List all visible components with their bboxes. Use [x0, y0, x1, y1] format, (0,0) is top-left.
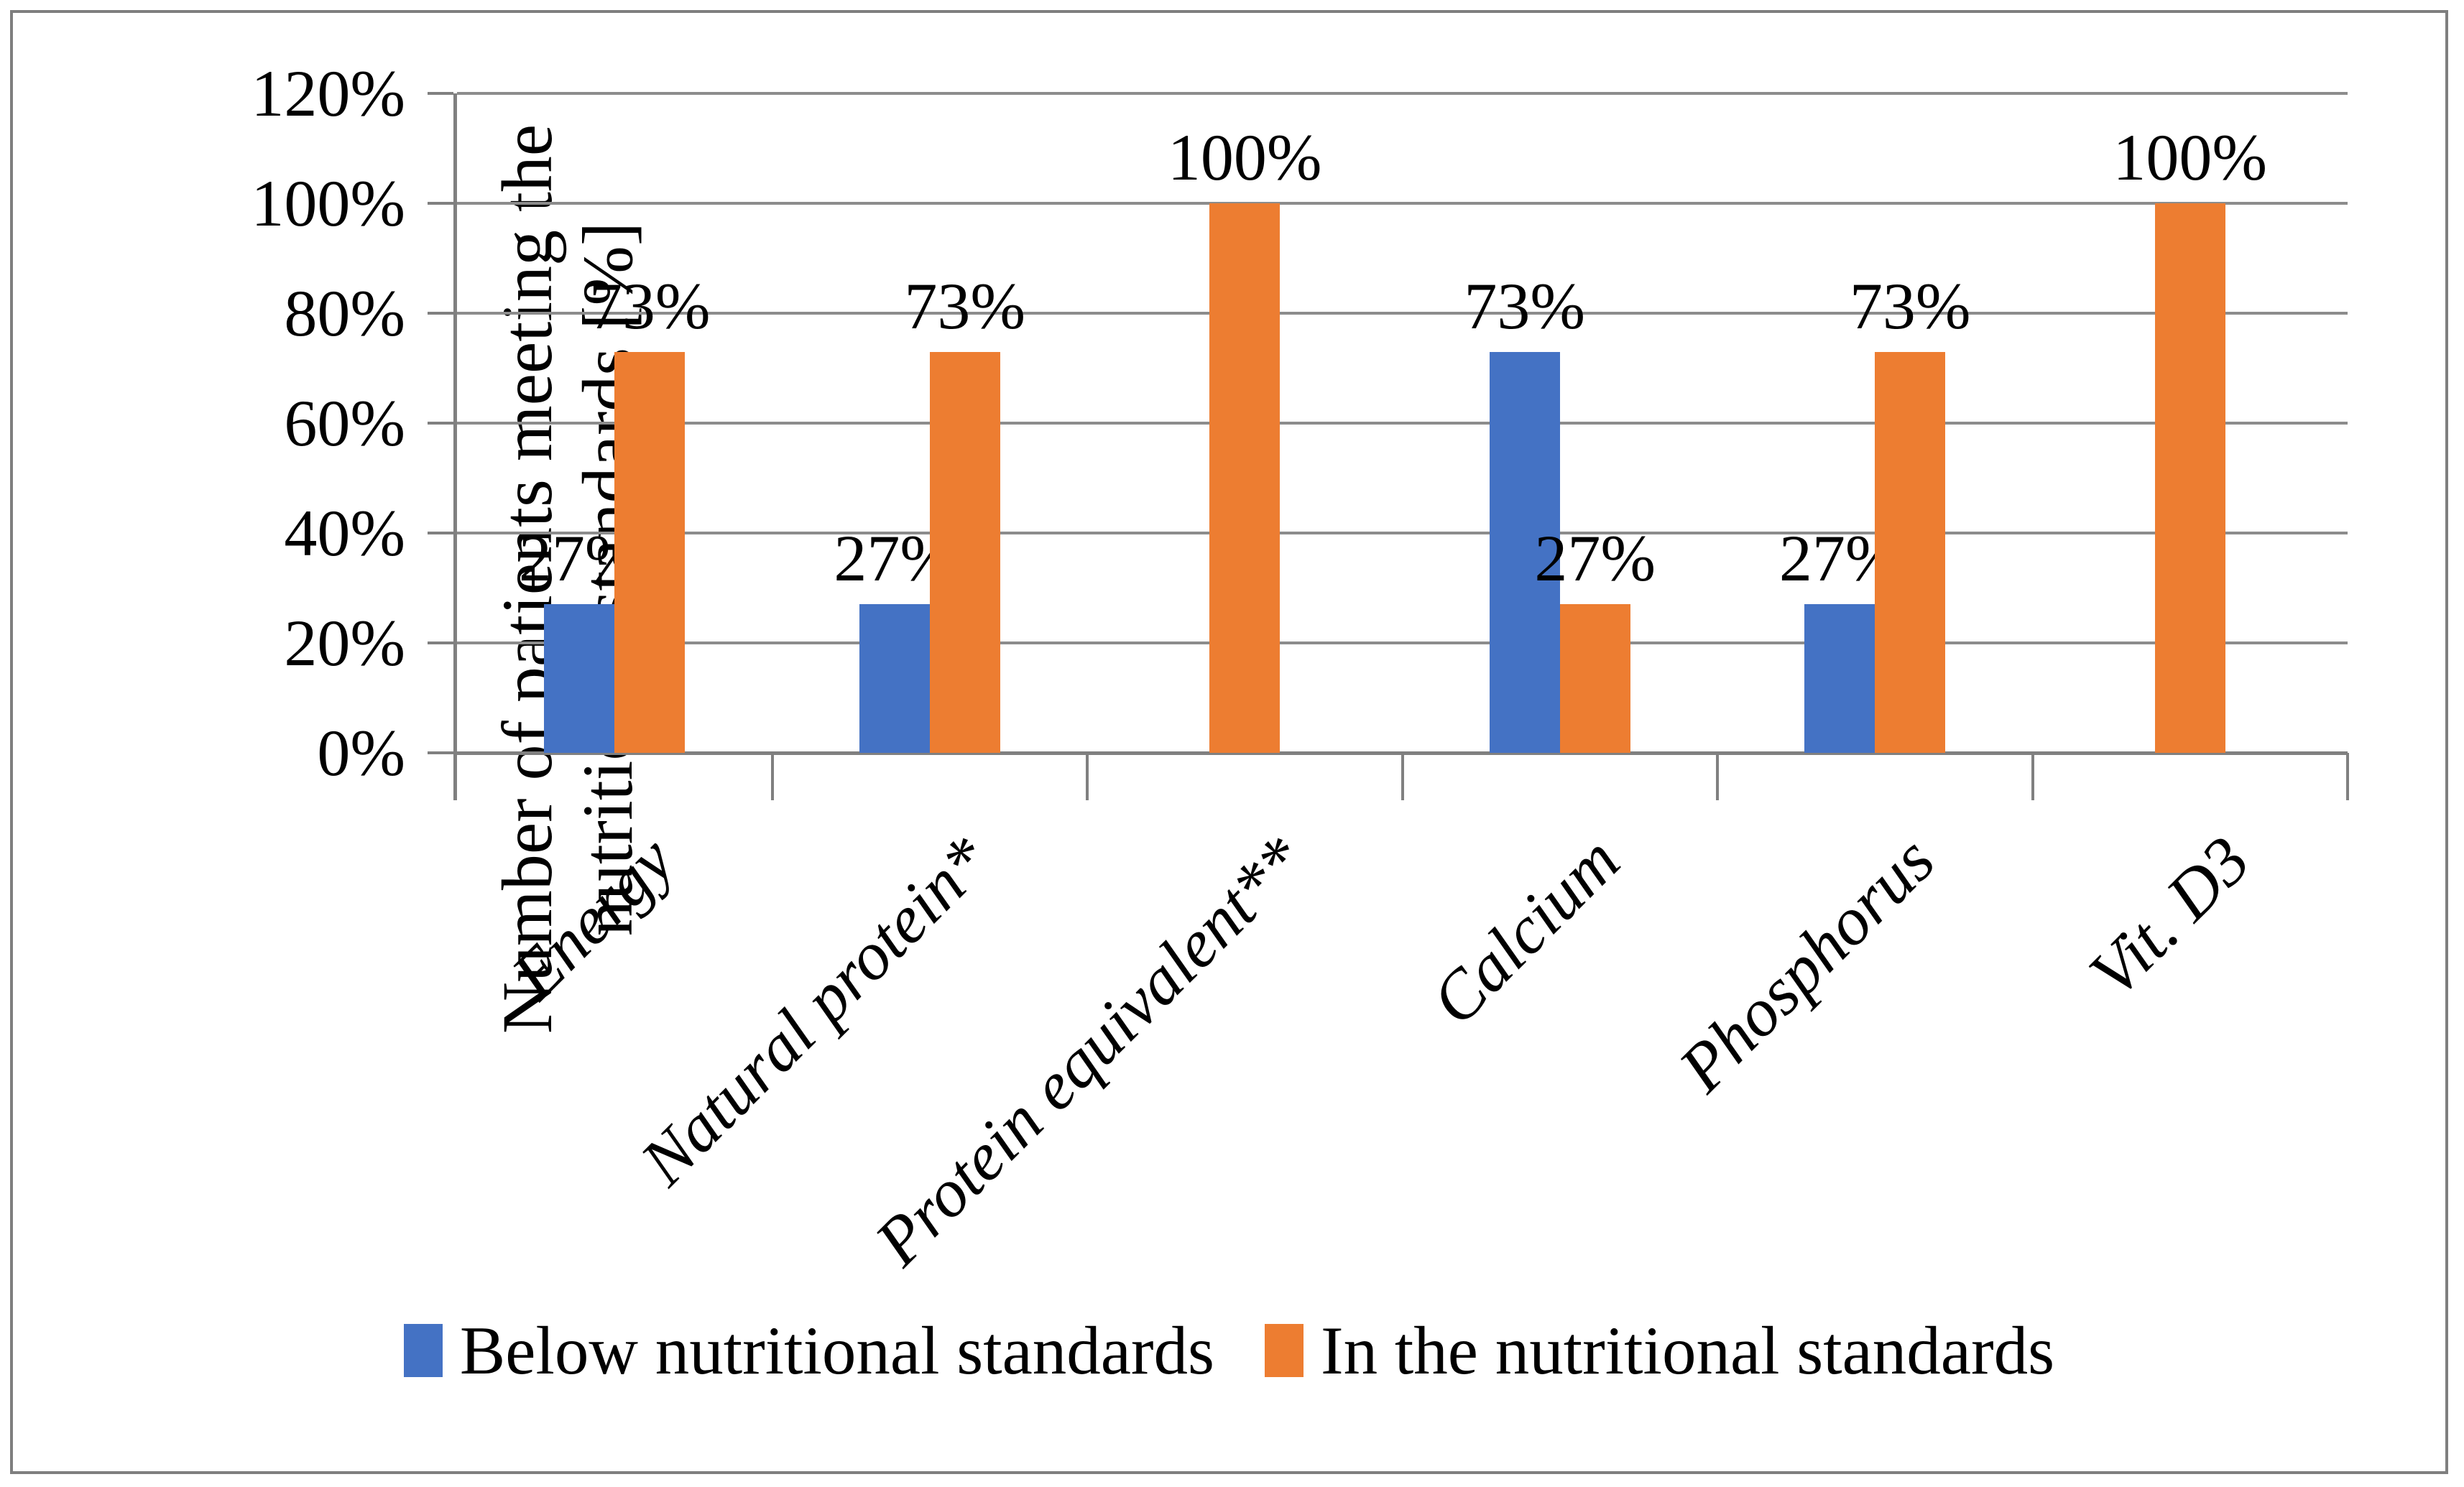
- x-axis-label-energy: Energy: [497, 821, 689, 1014]
- x-axis-tick: [1401, 753, 1404, 800]
- bar-in-the-nutritional-standards-energy: [614, 351, 686, 753]
- y-axis-tick: [428, 312, 453, 315]
- data-label-energy-in-the-nutritional-standards: 73%: [589, 269, 711, 343]
- bar-below-nutritional-standards-calcium: [1489, 351, 1560, 753]
- x-axis-label-protein-equivalent: Protein equivalent**: [860, 821, 1319, 1280]
- y-axis-tick: [428, 641, 453, 644]
- bar-in-the-nutritional-standards-natural-protein: [929, 351, 1000, 753]
- gridline: [457, 92, 2348, 95]
- y-axis-tick: [428, 422, 453, 425]
- y-tick-label: 40%: [284, 496, 405, 570]
- x-axis-label-calcium: Calcium: [1416, 821, 1634, 1039]
- gridline: [457, 202, 2348, 205]
- y-tick-label: 60%: [284, 386, 405, 460]
- y-axis-tick: [428, 532, 453, 534]
- x-axis-tick: [1716, 753, 1719, 800]
- y-axis-line: [453, 93, 457, 800]
- gridline: [457, 641, 2348, 644]
- y-axis-tick: [428, 202, 453, 205]
- bar-in-the-nutritional-standards-protein-equivalent: [1209, 203, 1281, 753]
- y-tick-label: 0%: [317, 716, 405, 789]
- y-axis-tick: [428, 92, 453, 95]
- legend-item-below-nutritional-standards: Below nutritional standards: [403, 1312, 1215, 1389]
- legend: Below nutritional standards In the nutrit…: [13, 1315, 2445, 1386]
- legend-label-below-nutritional-standards: Below nutritional standards: [459, 1312, 1215, 1389]
- data-label-natural-protein-in-the-nutritional-standards: 73%: [904, 269, 1026, 343]
- y-tick-label: 20%: [284, 606, 405, 680]
- legend-item-in-the-nutritional-standards: In the nutritional standards: [1265, 1315, 2054, 1386]
- legend-swatch-below-nutritional-standards: [403, 1324, 443, 1377]
- legend-swatch-in-the-nutritional-standards: [1265, 1324, 1304, 1377]
- data-label-phosphorus-below-nutritional-standards: 27%: [1778, 522, 1901, 596]
- data-label-calcium-below-nutritional-standards: 73%: [1464, 269, 1586, 343]
- gridline: [457, 312, 2348, 315]
- bar-below-nutritional-standards-energy: [544, 604, 615, 753]
- legend-label-in-the-nutritional-standards: In the nutritional standards: [1321, 1312, 2055, 1389]
- x-axis-tick: [770, 753, 774, 800]
- y-tick-label: 120%: [251, 57, 405, 130]
- data-label-phosphorus-in-the-nutritional-standards: 73%: [1849, 269, 1971, 343]
- bar-in-the-nutritional-standards-vit-d3: [2154, 203, 2225, 753]
- gridline: [457, 422, 2348, 425]
- bar-in-the-nutritional-standards-phosphorus: [1875, 351, 1946, 753]
- data-label-calcium-in-the-nutritional-standards: 27%: [1534, 522, 1656, 596]
- data-label-energy-below-nutritional-standards: 27%: [518, 522, 640, 596]
- plot-area: Number of patients meeting the nutrition…: [428, 92, 2349, 1034]
- x-axis-tick: [1086, 753, 1089, 800]
- x-axis-tick: [2346, 753, 2349, 800]
- gridline: [457, 532, 2348, 534]
- y-tick-label: 100%: [251, 167, 405, 240]
- data-label-vit-d3-in-the-nutritional-standards: 100%: [2113, 121, 2268, 194]
- x-axis-label-phosphorus: Phosphorus: [1664, 821, 1949, 1106]
- bar-below-nutritional-standards-phosphorus: [1804, 604, 1875, 753]
- bar-below-nutritional-standards-natural-protein: [859, 604, 930, 753]
- chart-figure: Number of patients meeting the nutrition…: [10, 10, 2448, 1474]
- bar-in-the-nutritional-standards-calcium: [1559, 604, 1630, 753]
- x-axis-label-vit-d3: Vit. D3: [2074, 821, 2264, 1011]
- x-axis-tick: [2031, 753, 2034, 800]
- y-axis-tick: [428, 751, 453, 754]
- data-label-natural-protein-below-nutritional-standards: 27%: [834, 522, 956, 596]
- data-label-protein-equivalent-in-the-nutritional-standards: 100%: [1167, 121, 1322, 194]
- y-tick-label: 80%: [284, 277, 405, 350]
